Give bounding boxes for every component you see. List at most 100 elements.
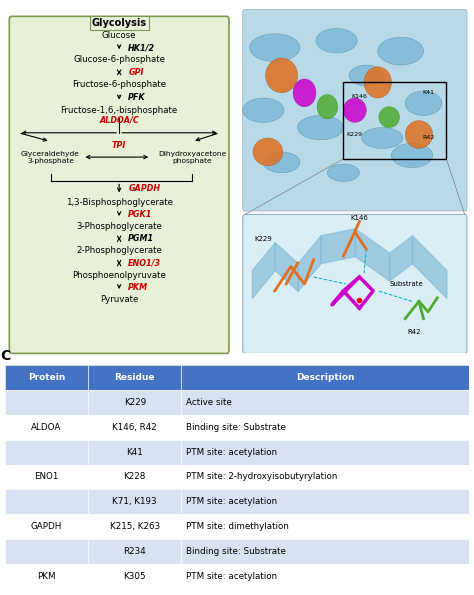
Ellipse shape (343, 98, 366, 123)
Bar (5, 564, 88, 589)
Text: 3-Phosphoglycerate: 3-Phosphoglycerate (76, 222, 162, 231)
Text: Phosphoenolpyruvate: Phosphoenolpyruvate (72, 271, 166, 280)
Bar (88, 390, 181, 415)
Text: C: C (0, 349, 10, 362)
Ellipse shape (349, 65, 383, 86)
Ellipse shape (405, 91, 442, 115)
Text: Binding site: Substrate: Binding site: Substrate (186, 422, 286, 431)
Text: A: A (0, 0, 6, 2)
Text: Protein: Protein (28, 373, 65, 382)
Bar (181, 490, 469, 514)
Text: K41: K41 (127, 447, 143, 456)
Text: K146: K146 (352, 94, 367, 99)
Text: K41: K41 (422, 90, 434, 95)
Bar (88, 514, 181, 539)
Bar (88, 465, 181, 490)
Text: K71, K193: K71, K193 (112, 497, 157, 506)
Ellipse shape (316, 29, 357, 53)
Ellipse shape (250, 34, 300, 61)
Text: Glucose: Glucose (102, 31, 137, 40)
Text: GAPDH: GAPDH (128, 184, 160, 193)
Ellipse shape (328, 164, 359, 181)
Bar (181, 514, 469, 539)
Bar (5, 390, 88, 415)
Text: Substrate: Substrate (389, 281, 423, 287)
Text: PFK: PFK (128, 93, 146, 102)
Ellipse shape (253, 138, 283, 166)
Text: PKM: PKM (128, 283, 148, 292)
Ellipse shape (362, 127, 403, 148)
Text: R42: R42 (422, 136, 434, 140)
Text: R42: R42 (408, 329, 421, 335)
Text: 1,3-Bisphosphoglycerate: 1,3-Bisphosphoglycerate (66, 199, 173, 208)
Bar (181, 539, 469, 564)
Text: PGM1: PGM1 (128, 234, 155, 243)
Ellipse shape (317, 95, 337, 119)
Bar (181, 415, 469, 440)
Bar (5, 490, 88, 514)
Bar (5, 440, 88, 465)
Text: K229: K229 (255, 236, 272, 242)
Text: Glucose-6-phosphate: Glucose-6-phosphate (73, 55, 165, 64)
Bar (88, 564, 181, 589)
Bar (181, 390, 469, 415)
Text: Fructose-6-phosphate: Fructose-6-phosphate (72, 80, 166, 89)
Text: HK1/2: HK1/2 (128, 43, 155, 52)
Text: B: B (240, 0, 251, 2)
FancyBboxPatch shape (243, 10, 467, 211)
Text: PTM site: acetylation: PTM site: acetylation (186, 572, 277, 581)
Bar (88, 490, 181, 514)
Text: ENO1/3: ENO1/3 (128, 259, 162, 268)
Text: Glycolysis: Glycolysis (91, 18, 147, 28)
Bar (5, 514, 88, 539)
Text: Residue: Residue (115, 373, 155, 382)
Text: K228: K228 (124, 472, 146, 481)
Text: PTM site: 2-hydroxyisobutyrylation: PTM site: 2-hydroxyisobutyrylation (186, 472, 337, 481)
Ellipse shape (265, 58, 298, 93)
Text: R234: R234 (123, 547, 146, 556)
Text: K229: K229 (347, 132, 363, 137)
Ellipse shape (264, 152, 300, 173)
Text: PTM site: acetylation: PTM site: acetylation (186, 497, 277, 506)
Bar (181, 440, 469, 465)
Ellipse shape (243, 98, 284, 123)
Ellipse shape (378, 37, 423, 65)
Text: PTM site: acetylation: PTM site: acetylation (186, 447, 277, 456)
Bar (181, 365, 469, 390)
Bar (88, 365, 181, 390)
Text: PKM: PKM (37, 572, 56, 581)
Text: K146: K146 (350, 215, 368, 221)
Text: PTM site: dimethylation: PTM site: dimethylation (186, 522, 289, 531)
Text: K229: K229 (124, 397, 146, 407)
Text: ENO1: ENO1 (34, 472, 59, 481)
Bar (5, 465, 88, 490)
Ellipse shape (298, 115, 343, 140)
Text: PGK1: PGK1 (128, 210, 153, 220)
Ellipse shape (405, 121, 433, 148)
Text: Pyruvate: Pyruvate (100, 295, 138, 304)
Bar (88, 539, 181, 564)
Bar (5, 415, 88, 440)
Bar (181, 465, 469, 490)
Text: GAPDH: GAPDH (31, 522, 62, 531)
Bar (88, 440, 181, 465)
Ellipse shape (379, 107, 400, 127)
Text: K146, R42: K146, R42 (112, 422, 157, 431)
Text: Dihydroxyacetone
phosphate: Dihydroxyacetone phosphate (158, 151, 227, 164)
Bar (5, 365, 88, 390)
FancyBboxPatch shape (243, 214, 467, 353)
Text: ALDOA/C: ALDOA/C (99, 115, 139, 124)
Bar (5, 539, 88, 564)
Bar (181, 564, 469, 589)
Text: TPI: TPI (112, 141, 127, 150)
Text: K215, K263: K215, K263 (110, 522, 160, 531)
Text: ALDOA: ALDOA (31, 422, 62, 431)
Text: Glyceraldehyde
3-phosphate: Glyceraldehyde 3-phosphate (21, 151, 80, 164)
Text: Description: Description (296, 373, 355, 382)
Text: GPI: GPI (128, 68, 144, 77)
Bar (88, 415, 181, 440)
Text: Active site: Active site (186, 397, 232, 407)
Text: K305: K305 (124, 572, 146, 581)
Text: Binding site: Substrate: Binding site: Substrate (186, 547, 286, 556)
Bar (343, 82, 447, 159)
